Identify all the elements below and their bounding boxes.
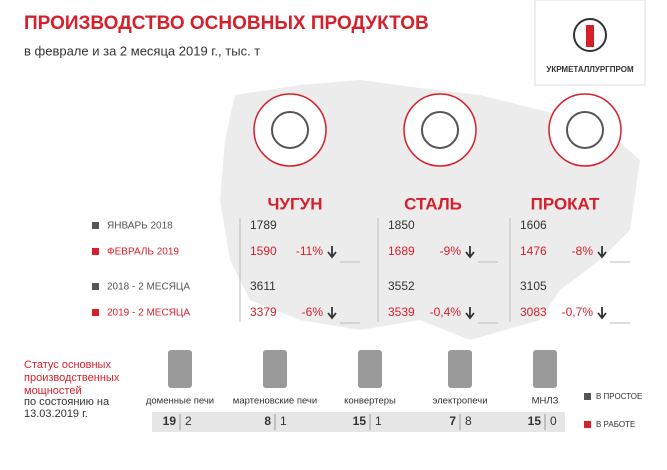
product-change: -0,4% [430, 305, 462, 319]
row-label: 2019 - 2 МЕСЯЦА [107, 308, 190, 319]
product-value: 1476 [520, 244, 547, 258]
product-icon-inner [566, 111, 604, 149]
facility-count: 1 [375, 414, 382, 428]
status-date: по состоянию на 13.03.2019 г. [24, 396, 110, 420]
product-change: -8% [572, 244, 594, 258]
logo-icon [573, 18, 607, 52]
product-value: 1689 [388, 244, 415, 258]
product-change: -0,7% [562, 305, 594, 319]
facility-name: МНЛЗ [532, 396, 559, 407]
product-icon [253, 93, 327, 167]
facility-icon [168, 350, 192, 388]
subtitle: в феврале и за 2 месяца 2019 г., тыс. т [24, 43, 260, 58]
product-icon-inner [421, 111, 459, 149]
product-icon [403, 93, 477, 167]
facility-icon [533, 350, 557, 388]
row-marker [92, 248, 99, 255]
product-icon [548, 93, 622, 167]
down-arrow [597, 307, 607, 320]
legend-label: В РАБОТЕ [596, 420, 635, 429]
facility-name: электропечи [432, 396, 487, 407]
facility-count: 8 [264, 414, 271, 428]
facility-name: мартеновские печи [233, 396, 317, 407]
row-label: ЯНВАРЬ 2018 [107, 221, 173, 232]
map [220, 80, 640, 340]
facility-icon [448, 350, 472, 388]
product-value: 3105 [520, 279, 547, 293]
product-value: 1789 [250, 218, 277, 232]
product-icon-inner [271, 111, 309, 149]
title: ПРОИЗВОДСТВО ОСНОВНЫХ ПРОДУКТОВ [24, 13, 429, 34]
product-value: 3083 [520, 305, 547, 319]
product-name: СТАЛЬ [404, 194, 462, 213]
product-value: 1850 [388, 218, 415, 232]
row-label: ФЕВРАЛЬ 2019 [107, 247, 179, 258]
facility-count: 15 [353, 414, 367, 428]
facility-icon [358, 350, 382, 388]
product-value: 3379 [250, 305, 277, 319]
facility-count: 0 [550, 414, 557, 428]
product-value: 3552 [388, 279, 415, 293]
product-name: ПРОКАТ [531, 194, 600, 213]
row-marker [92, 283, 99, 290]
facility-count: 7 [449, 414, 456, 428]
facility-icon [263, 350, 287, 388]
legend-label: В ПРОСТОЕ [596, 392, 642, 401]
facility-count: 19 [163, 414, 177, 428]
facility-count: 2 [185, 414, 192, 428]
down-arrow [465, 307, 475, 320]
legend-marker [584, 421, 591, 428]
facility-name: доменные печи [146, 396, 214, 407]
product-change: -6% [302, 305, 324, 319]
logo-icon [586, 25, 594, 47]
product-value: 1606 [520, 218, 547, 232]
down-arrow [597, 246, 607, 259]
facility-count: 15 [528, 414, 542, 428]
product-change: -11% [296, 244, 323, 258]
product-value: 3611 [250, 279, 276, 293]
legend-marker [584, 393, 591, 400]
counts-band [152, 412, 565, 432]
row-marker [92, 222, 99, 229]
facility-count: 8 [465, 414, 472, 428]
down-arrow [327, 246, 337, 259]
down-arrow [465, 246, 475, 259]
logo-text: УКРМЕТАЛЛУРГПРОМ [546, 65, 634, 74]
facility-name: конвертеры [344, 396, 396, 407]
row-marker [92, 309, 99, 316]
row-label: 2018 - 2 МЕСЯЦА [107, 282, 190, 293]
product-value: 1590 [250, 244, 277, 258]
product-change: -9% [440, 244, 462, 258]
down-arrow [327, 307, 337, 320]
status-title: Статус основных производственных мощностей [24, 359, 120, 397]
facility-count: 1 [280, 414, 287, 428]
product-value: 3539 [388, 305, 415, 319]
product-name: ЧУГУН [267, 194, 322, 213]
